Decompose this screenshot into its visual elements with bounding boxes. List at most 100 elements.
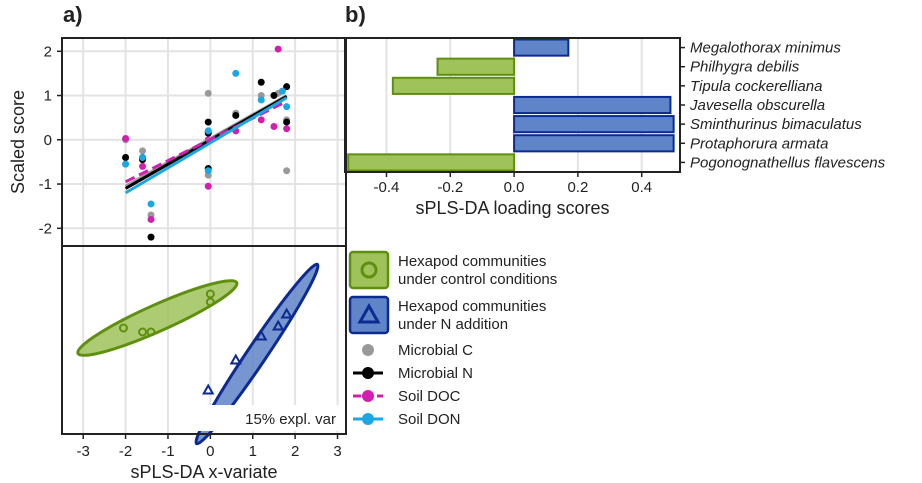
fit-line-microbial_n: [124, 95, 288, 190]
explained-variance-annotation: 15% expl. var: [245, 411, 336, 428]
x-axis-title: sPLS-DA x-variate: [130, 462, 277, 482]
x-tick-label: 0.0: [504, 179, 525, 196]
point-control: [138, 327, 148, 337]
y-tick-label: 1: [44, 88, 52, 105]
fit-line-soil_don: [124, 96, 288, 195]
legend-label-microbial_c: Microbial C: [398, 342, 473, 359]
point-soil_doc: [274, 45, 282, 53]
legend-label-control-line2: under control conditions: [398, 271, 557, 288]
x-tick-label: 2: [291, 443, 299, 460]
x-tick-label: -2: [119, 443, 132, 460]
species-label: Philhygra debilis: [690, 59, 800, 76]
point-control: [205, 289, 215, 299]
point-control: [146, 327, 156, 337]
point-microbial_n: [232, 111, 240, 119]
ellipse-control: [76, 279, 239, 357]
x-tick-label: -1: [161, 443, 174, 460]
point-microbial_n: [204, 118, 212, 126]
point-control: [118, 323, 128, 333]
point-soil_doc: [122, 134, 130, 142]
species-label: Tipula cockerelliana: [690, 78, 822, 95]
point-soil_doc: [257, 116, 265, 124]
point-microbial_c: [139, 147, 147, 155]
x-tick-label: 0.2: [567, 179, 588, 196]
y-tick-label: -2: [39, 220, 52, 237]
point-soil_doc: [204, 182, 212, 190]
legend-label-control-line1: Hexapod communities: [398, 253, 546, 270]
x-tick-label: 0: [206, 443, 214, 460]
legend-dot-microbial_c: [362, 344, 374, 356]
loading-bar: [513, 38, 570, 57]
point-naddition: [255, 329, 268, 341]
point-microbial_n: [257, 78, 265, 86]
point-naddition: [271, 319, 285, 331]
point-soil_doc: [139, 162, 147, 170]
plot-frame: [61, 245, 347, 435]
loading-bar: [347, 153, 516, 172]
y-axis-title: Scaled score: [8, 90, 28, 194]
point-soil_don: [257, 96, 265, 104]
point-soil_doc: [147, 215, 155, 223]
point-soil_don: [283, 103, 291, 111]
species-label: Pogonognathellus flavescens: [690, 154, 886, 171]
legend-dot-microbial_n: [362, 367, 374, 379]
legend-key-naddition: [348, 295, 390, 335]
y-tick-label: 0: [44, 132, 52, 149]
legend-label-naddition-line2: under N addition: [398, 316, 508, 333]
annotation-background: [198, 405, 345, 431]
panel-b-label: b): [345, 2, 366, 27]
point-soil_don: [232, 69, 240, 77]
x-tick-label: 0.4: [631, 179, 652, 196]
legend-marker-naddition: [357, 302, 381, 324]
point-naddition: [280, 307, 293, 319]
point-soil_don: [122, 160, 130, 168]
legend-key-control: [348, 250, 390, 290]
plot-frame: [344, 37, 681, 173]
point-soil_don: [147, 200, 155, 208]
point-naddition: [229, 353, 243, 365]
x-tick-label: -0.4: [374, 179, 400, 196]
loading-bar: [513, 134, 675, 153]
legend-dot-soil_don: [362, 413, 374, 425]
point-soil_don: [278, 87, 286, 95]
loading-bar: [513, 115, 675, 134]
species-label: Protaphorura armata: [690, 135, 828, 152]
species-label: Javesella obscurella: [689, 97, 825, 114]
legend-label-soil_doc: Soil DOC: [398, 388, 461, 405]
point-soil_don: [204, 127, 212, 135]
panel-a-label: a): [63, 2, 83, 27]
loading-bar: [513, 95, 672, 115]
x-tick-label: -3: [77, 443, 90, 460]
top-scatter-panel: -2 -1 0 1 2 Scaled score: [8, 37, 347, 247]
bottom-scatter-panel: -3 -2 -1 0 1 2 3 sPLS-DA x-variate 15% expl. var: [61, 245, 347, 482]
x-tick-label: 3: [333, 443, 341, 460]
point-soil_don: [139, 153, 147, 161]
point-soil_doc: [283, 125, 291, 133]
point-microbial_n: [283, 83, 291, 91]
species-label: Sminthurinus bimaculatus: [690, 116, 862, 133]
point-naddition: [202, 383, 215, 395]
point-microbial_n: [122, 153, 130, 161]
point-soil_don: [204, 167, 212, 175]
species-label: Megalothorax minimus: [690, 40, 841, 57]
point-microbial_n: [270, 92, 278, 100]
loading-bar: [391, 76, 516, 95]
point-microbial_c: [204, 89, 212, 97]
legend-marker-control: [360, 261, 378, 279]
loading-bar: [436, 57, 516, 76]
loading-bar-panel: -0.4 -0.2 0.0 0.2 0.4 sPLS-DA loading scores M…: [344, 37, 886, 218]
point-microbial_c: [283, 167, 291, 175]
x-tick-label: 1: [249, 443, 257, 460]
point-soil_doc: [270, 123, 278, 131]
legend-label-soil_don: Soil DON: [398, 411, 461, 428]
legend-dot-soil_doc: [362, 390, 374, 402]
point-microbial_n: [147, 233, 155, 241]
point-microbial_n: [283, 118, 291, 126]
legend-label-naddition-line1: Hexapod communities: [398, 298, 546, 315]
legend-label-microbial_n: Microbial N: [398, 365, 473, 382]
y-tick-label: -1: [39, 176, 52, 193]
x-axis-title: sPLS-DA loading scores: [415, 198, 609, 218]
x-tick-label: -0.2: [437, 179, 463, 196]
